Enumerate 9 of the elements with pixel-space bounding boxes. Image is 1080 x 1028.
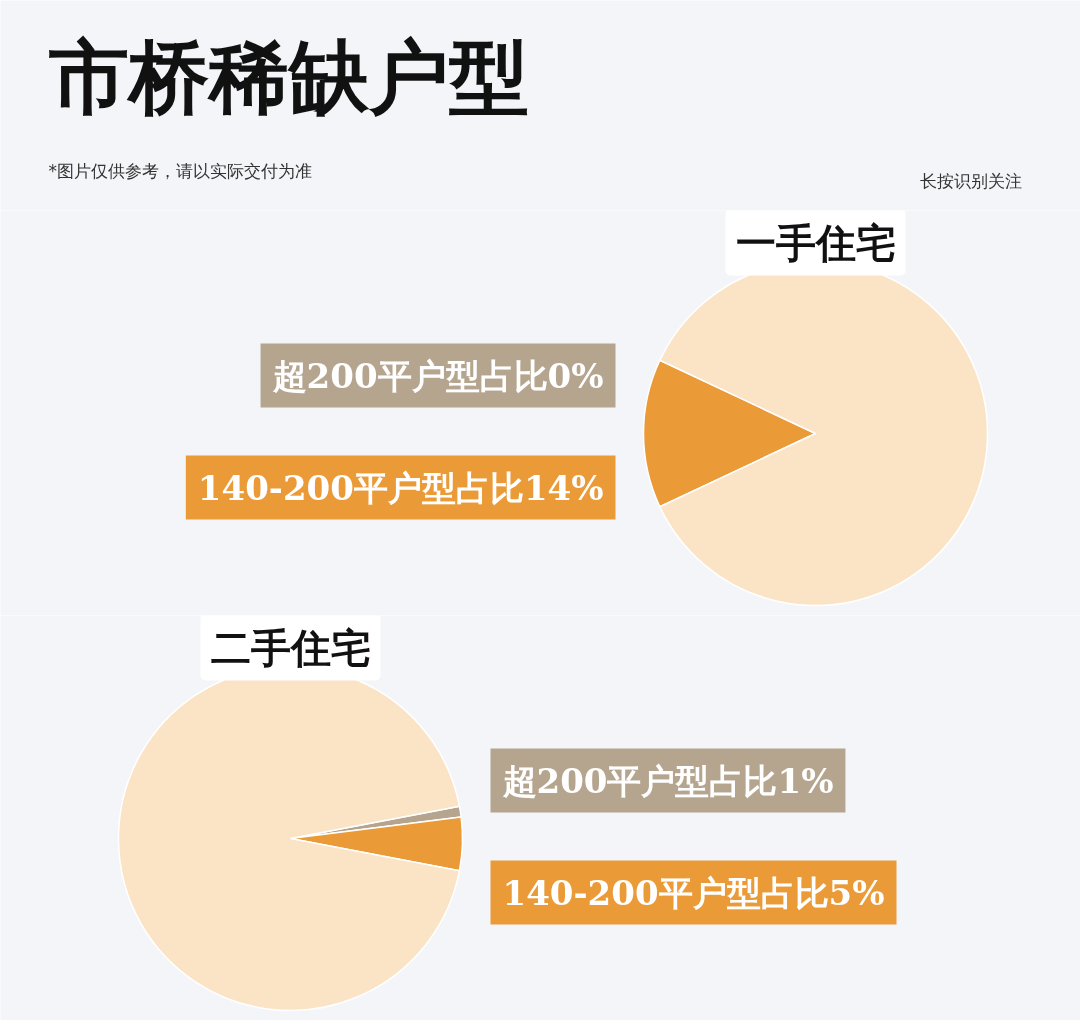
chart-title: 二手住宅 bbox=[210, 623, 371, 671]
slice-label: 140-200平户型占比14% bbox=[197, 467, 604, 508]
category-label: 超200平户型占比0% bbox=[272, 355, 604, 396]
chart-title: 一手住宅 bbox=[735, 218, 896, 266]
text: *图片仅供参考，请以实际交付为准 bbox=[48, 160, 312, 181]
slice-label: 超200平户型占比1% bbox=[501, 760, 834, 801]
slice-label: 140-200平户型占比5% bbox=[502, 872, 885, 913]
text: 长按识别关注 bbox=[919, 170, 1022, 191]
text: 市桥稀缺户型 bbox=[47, 30, 529, 124]
